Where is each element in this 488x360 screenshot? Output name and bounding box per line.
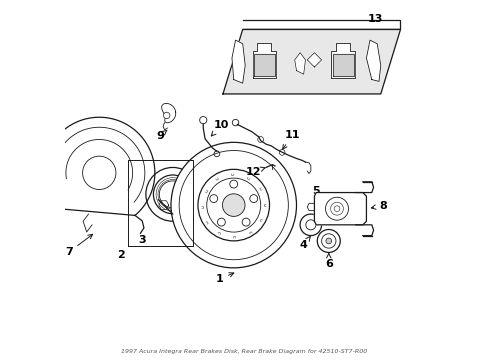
Text: 3: 3 bbox=[138, 235, 146, 244]
Circle shape bbox=[300, 214, 321, 235]
Text: c: c bbox=[246, 230, 252, 235]
Text: 10: 10 bbox=[211, 120, 229, 136]
Circle shape bbox=[206, 178, 260, 232]
Polygon shape bbox=[332, 54, 353, 76]
Text: c: c bbox=[263, 203, 266, 208]
Text: 5: 5 bbox=[312, 186, 324, 204]
Polygon shape bbox=[294, 53, 305, 74]
Circle shape bbox=[325, 212, 332, 220]
Text: c: c bbox=[201, 203, 203, 208]
Text: c: c bbox=[246, 176, 252, 180]
Circle shape bbox=[145, 167, 199, 221]
Circle shape bbox=[229, 180, 237, 188]
Circle shape bbox=[325, 238, 331, 244]
Text: c: c bbox=[204, 218, 208, 224]
Circle shape bbox=[320, 208, 336, 224]
Circle shape bbox=[249, 195, 257, 203]
Polygon shape bbox=[162, 103, 175, 123]
Text: 8: 8 bbox=[370, 201, 386, 211]
Polygon shape bbox=[242, 21, 400, 30]
Polygon shape bbox=[223, 30, 400, 94]
Text: c: c bbox=[231, 235, 236, 238]
Polygon shape bbox=[366, 40, 380, 81]
Text: 2: 2 bbox=[117, 250, 124, 260]
Circle shape bbox=[159, 181, 186, 208]
Polygon shape bbox=[314, 193, 366, 225]
Circle shape bbox=[317, 229, 340, 252]
Text: c: c bbox=[215, 176, 221, 180]
Circle shape bbox=[198, 169, 269, 241]
Circle shape bbox=[305, 220, 315, 230]
Circle shape bbox=[209, 195, 217, 203]
Text: 1: 1 bbox=[215, 273, 233, 284]
Text: 4: 4 bbox=[299, 237, 309, 250]
Text: 12: 12 bbox=[245, 167, 264, 177]
Circle shape bbox=[222, 194, 244, 216]
Text: 11: 11 bbox=[282, 130, 300, 149]
Circle shape bbox=[163, 112, 169, 119]
Text: c: c bbox=[258, 186, 263, 192]
Text: 1997 Acura Integra Rear Brakes Disk, Rear Brake Diagram for 42510-ST7-R00: 1997 Acura Integra Rear Brakes Disk, Rea… bbox=[121, 349, 367, 354]
Circle shape bbox=[217, 218, 225, 226]
Text: c: c bbox=[231, 172, 236, 175]
Polygon shape bbox=[231, 40, 244, 83]
Text: c: c bbox=[215, 230, 221, 235]
Circle shape bbox=[171, 142, 296, 268]
Text: 7: 7 bbox=[65, 234, 92, 257]
Polygon shape bbox=[331, 42, 354, 78]
Circle shape bbox=[179, 150, 288, 260]
Text: 6: 6 bbox=[324, 253, 332, 269]
Text: c: c bbox=[258, 218, 263, 224]
Polygon shape bbox=[252, 42, 275, 78]
Text: c: c bbox=[204, 186, 208, 192]
Text: 13: 13 bbox=[367, 14, 382, 24]
Circle shape bbox=[321, 234, 335, 248]
Text: 9: 9 bbox=[156, 130, 167, 141]
Circle shape bbox=[153, 175, 192, 214]
Circle shape bbox=[242, 218, 249, 226]
Circle shape bbox=[325, 197, 348, 220]
Polygon shape bbox=[306, 53, 321, 67]
Polygon shape bbox=[253, 54, 274, 76]
